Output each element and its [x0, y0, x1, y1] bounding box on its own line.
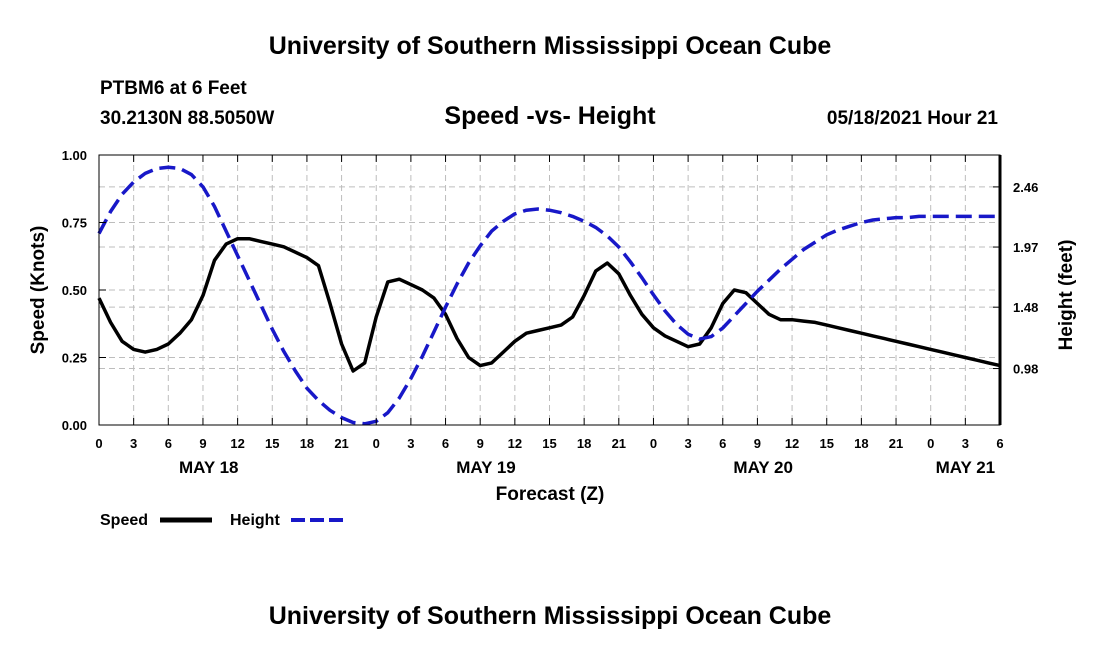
x-tick-label: 12 — [230, 436, 244, 451]
legend-height-label: Height — [230, 512, 280, 529]
x-date-label: MAY 19 — [456, 458, 516, 477]
y2-tick-label: 0.98 — [1013, 362, 1038, 377]
grid-lines — [99, 155, 1000, 425]
chart-title: Speed -vs- Height — [444, 102, 656, 130]
x-tick-label: 15 — [265, 436, 279, 451]
x-axis-label: Forecast (Z) — [496, 484, 605, 505]
legend-speed-label: Speed — [100, 512, 148, 529]
x-tick-label: 18 — [854, 436, 868, 451]
station-coords: 30.2130N 88.5050W — [100, 108, 274, 129]
x-date-label: MAY 21 — [936, 458, 996, 477]
x-tick-label: 9 — [199, 436, 206, 451]
x-tick-label: 6 — [165, 436, 172, 451]
x-tick-label: 9 — [477, 436, 484, 451]
x-tick-label: 12 — [508, 436, 522, 451]
x-tick-label: 0 — [650, 436, 657, 451]
x-tick-label: 21 — [612, 436, 626, 451]
x-date-label: MAY 18 — [179, 458, 239, 477]
x-tick-label: 0 — [373, 436, 380, 451]
x-tick-label: 12 — [785, 436, 799, 451]
y2-tick-label: 1.48 — [1013, 300, 1038, 315]
x-tick-label: 9 — [754, 436, 761, 451]
y-tick-label: 0.00 — [62, 418, 87, 433]
x-tick-label: 6 — [996, 436, 1003, 451]
x-tick-label: 3 — [407, 436, 414, 451]
series-speed — [97, 236, 1001, 373]
legend: Speed Height — [100, 512, 343, 529]
y2-axis-label: Height (feet) — [1056, 240, 1077, 351]
station-label: PTBM6 at 6 Feet — [100, 78, 247, 99]
y-tick-label: 0.75 — [62, 216, 87, 231]
axis-ticks: 0 3 6 9 12 15 18 21 0 3 6 9 12 15 18 21 0 3 6 9 12 15 18 21 0 3 6M… — [62, 148, 1039, 477]
series-lines — [97, 165, 1001, 426]
x-tick-label: 18 — [300, 436, 314, 451]
series-height — [97, 165, 1000, 426]
forecast-datetime: 05/18/2021 Hour 21 — [827, 108, 999, 129]
x-tick-label: 21 — [889, 436, 903, 451]
x-date-label: MAY 20 — [733, 458, 793, 477]
y-tick-label: 0.50 — [62, 283, 87, 298]
x-tick-label: 0 — [927, 436, 934, 451]
x-tick-label: 6 — [719, 436, 726, 451]
x-tick-label: 21 — [334, 436, 348, 451]
x-tick-label: 18 — [577, 436, 591, 451]
y2-tick-label: 1.97 — [1013, 240, 1038, 255]
x-tick-label: 3 — [130, 436, 137, 451]
y-tick-label: 0.25 — [62, 351, 87, 366]
x-tick-label: 15 — [542, 436, 556, 451]
x-tick-label: 3 — [962, 436, 969, 451]
y-tick-label: 1.00 — [62, 148, 87, 163]
x-tick-label: 0 — [95, 436, 102, 451]
footer-title: University of Southern Mississippi Ocean… — [269, 602, 832, 630]
x-tick-label: 15 — [819, 436, 833, 451]
y-axis-label: Speed (Knots) — [28, 226, 49, 355]
x-tick-label: 3 — [684, 436, 691, 451]
page-title: University of Southern Mississippi Ocean… — [269, 32, 832, 60]
x-tick-label: 6 — [442, 436, 449, 451]
y2-tick-label: 2.46 — [1013, 180, 1038, 195]
